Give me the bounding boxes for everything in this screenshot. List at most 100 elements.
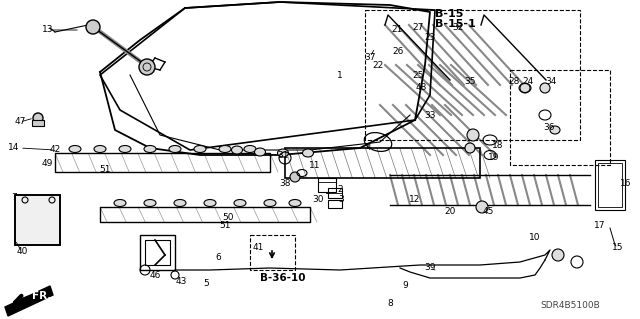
Circle shape bbox=[465, 143, 475, 153]
Circle shape bbox=[552, 249, 564, 261]
Text: 9: 9 bbox=[402, 280, 408, 290]
Text: 14: 14 bbox=[8, 144, 20, 152]
Text: 42: 42 bbox=[49, 145, 61, 154]
Circle shape bbox=[290, 172, 300, 182]
Text: 50: 50 bbox=[222, 213, 234, 222]
Bar bbox=[15, 195, 60, 245]
Text: 24: 24 bbox=[522, 78, 534, 86]
Text: 3: 3 bbox=[338, 196, 344, 204]
Text: 33: 33 bbox=[424, 110, 436, 120]
Text: 2: 2 bbox=[337, 184, 343, 194]
Bar bbox=[595, 160, 625, 210]
Circle shape bbox=[33, 113, 43, 123]
Text: 48: 48 bbox=[415, 84, 427, 93]
Bar bbox=[598, 163, 622, 207]
Text: B-15: B-15 bbox=[435, 9, 463, 19]
Ellipse shape bbox=[303, 149, 314, 157]
Text: 25: 25 bbox=[412, 70, 424, 79]
Circle shape bbox=[540, 83, 550, 93]
Text: 5: 5 bbox=[203, 278, 209, 287]
Bar bbox=[32, 120, 44, 126]
Text: 6: 6 bbox=[215, 254, 221, 263]
Text: 15: 15 bbox=[612, 243, 624, 253]
Circle shape bbox=[467, 129, 479, 141]
Text: 41: 41 bbox=[252, 243, 264, 253]
Text: 51: 51 bbox=[220, 220, 231, 229]
Text: 4: 4 bbox=[365, 144, 371, 152]
Bar bbox=[328, 188, 342, 198]
Ellipse shape bbox=[144, 199, 156, 206]
Ellipse shape bbox=[232, 146, 243, 154]
Ellipse shape bbox=[194, 145, 206, 152]
Text: 10: 10 bbox=[529, 233, 541, 241]
Text: B-15-1: B-15-1 bbox=[435, 19, 476, 29]
Text: 46: 46 bbox=[149, 271, 161, 279]
Text: 34: 34 bbox=[545, 78, 557, 86]
Text: 11: 11 bbox=[309, 160, 321, 169]
Polygon shape bbox=[5, 286, 53, 316]
Text: 23: 23 bbox=[424, 33, 436, 42]
Ellipse shape bbox=[244, 145, 256, 152]
Text: 17: 17 bbox=[595, 220, 605, 229]
Ellipse shape bbox=[174, 199, 186, 206]
Text: 26: 26 bbox=[392, 48, 404, 56]
Ellipse shape bbox=[114, 199, 126, 206]
Ellipse shape bbox=[144, 145, 156, 152]
Ellipse shape bbox=[169, 145, 181, 152]
Text: SDR4B5100B: SDR4B5100B bbox=[540, 300, 600, 309]
Bar bbox=[15, 195, 60, 245]
Bar bbox=[250, 235, 295, 270]
Bar bbox=[100, 207, 310, 222]
Text: B-36-10: B-36-10 bbox=[260, 273, 306, 283]
Text: 21: 21 bbox=[391, 26, 403, 34]
Ellipse shape bbox=[94, 145, 106, 152]
Bar bbox=[318, 178, 336, 192]
Bar bbox=[55, 153, 270, 172]
Bar bbox=[145, 240, 170, 265]
Text: 31: 31 bbox=[277, 151, 289, 160]
Ellipse shape bbox=[234, 199, 246, 206]
Text: 36: 36 bbox=[543, 122, 555, 131]
Text: 45: 45 bbox=[483, 207, 493, 217]
Ellipse shape bbox=[278, 149, 289, 157]
Circle shape bbox=[139, 59, 155, 75]
Text: 51: 51 bbox=[99, 166, 111, 174]
Text: 7: 7 bbox=[11, 194, 17, 203]
Text: 35: 35 bbox=[464, 78, 476, 86]
Text: 38: 38 bbox=[279, 179, 291, 188]
Text: 19: 19 bbox=[488, 153, 500, 162]
Bar bbox=[328, 200, 342, 208]
Text: 32: 32 bbox=[452, 24, 464, 33]
Text: 12: 12 bbox=[410, 196, 420, 204]
Bar bbox=[510, 70, 610, 165]
Circle shape bbox=[520, 83, 530, 93]
Circle shape bbox=[476, 201, 488, 213]
Ellipse shape bbox=[255, 148, 266, 156]
Text: 43: 43 bbox=[175, 278, 187, 286]
Text: 47: 47 bbox=[14, 117, 26, 127]
Text: 16: 16 bbox=[620, 179, 632, 188]
Text: 37: 37 bbox=[364, 53, 376, 62]
Text: 1: 1 bbox=[337, 70, 343, 79]
Text: 20: 20 bbox=[444, 207, 456, 217]
Text: 22: 22 bbox=[372, 61, 383, 70]
Text: 39: 39 bbox=[424, 263, 436, 272]
Circle shape bbox=[86, 20, 100, 34]
Text: 27: 27 bbox=[412, 24, 424, 33]
Text: FR.: FR. bbox=[32, 291, 52, 301]
Text: 30: 30 bbox=[312, 196, 324, 204]
Ellipse shape bbox=[289, 199, 301, 206]
Ellipse shape bbox=[264, 199, 276, 206]
Ellipse shape bbox=[550, 126, 560, 134]
Text: 28: 28 bbox=[508, 78, 520, 86]
Ellipse shape bbox=[119, 145, 131, 152]
Ellipse shape bbox=[219, 145, 231, 152]
Bar bbox=[140, 235, 175, 270]
Ellipse shape bbox=[204, 199, 216, 206]
Text: 13: 13 bbox=[42, 26, 54, 34]
Bar bbox=[365, 10, 580, 140]
Ellipse shape bbox=[69, 145, 81, 152]
Text: 49: 49 bbox=[42, 159, 52, 167]
Text: 18: 18 bbox=[492, 140, 504, 150]
Text: 8: 8 bbox=[387, 299, 393, 308]
